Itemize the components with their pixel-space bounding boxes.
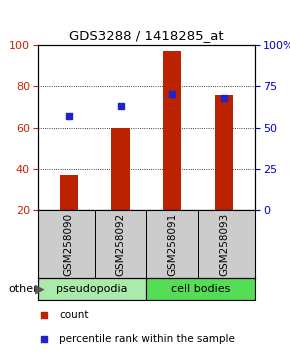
Point — [118, 103, 123, 109]
Text: GSM258092: GSM258092 — [115, 212, 126, 276]
Bar — [146, 278, 255, 300]
Point — [170, 92, 175, 97]
Text: GSM258090: GSM258090 — [64, 212, 74, 275]
Text: ▶: ▶ — [35, 282, 44, 296]
Point — [42, 312, 46, 318]
Bar — [111, 127, 130, 210]
Bar — [163, 51, 182, 210]
Bar — [60, 175, 78, 210]
Point — [42, 336, 46, 342]
Bar — [38, 278, 146, 300]
Text: GSM258091: GSM258091 — [167, 212, 177, 276]
Text: GSM258093: GSM258093 — [219, 212, 229, 276]
Point — [66, 113, 71, 119]
Text: pseudopodia: pseudopodia — [56, 284, 128, 294]
Text: cell bodies: cell bodies — [171, 284, 231, 294]
Bar — [215, 95, 233, 210]
Text: other: other — [9, 284, 39, 294]
Text: count: count — [59, 310, 89, 320]
Point — [222, 95, 226, 101]
Text: percentile rank within the sample: percentile rank within the sample — [59, 334, 235, 344]
Title: GDS3288 / 1418285_at: GDS3288 / 1418285_at — [69, 29, 224, 42]
